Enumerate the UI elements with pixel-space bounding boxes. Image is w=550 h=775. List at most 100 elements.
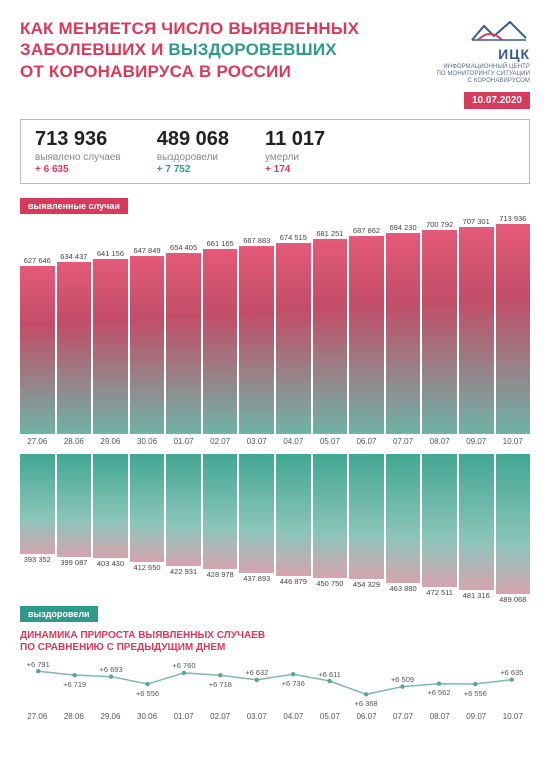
logo-subtitle: ИНФОРМАЦИОННЫЙ ЦЕНТР ПО МОНИТОРИНГУ СИТУ… bbox=[400, 64, 530, 86]
trend-date-label: 01.07 bbox=[166, 712, 201, 721]
trend-point-label: +6 760 bbox=[172, 661, 195, 670]
cases-bar-value: 634 437 bbox=[60, 252, 87, 261]
cases-bar: 707 301 bbox=[459, 227, 494, 434]
cases-bar: 661 165 bbox=[203, 249, 238, 433]
trend-date-axis: 27.0628.0629.0630.0601.0702.0703.0704.07… bbox=[20, 712, 530, 721]
trend-chart: +6 791+6 719+6 693+6 556+6 760+6 718+6 6… bbox=[20, 658, 530, 712]
stat-detected: 713 936 выявлено случаев + 6 635 bbox=[35, 128, 121, 175]
main-title: КАК МЕНЯЕТСЯ ЧИСЛО ВЫЯВЛЕННЫХ ЗАБОЛЕВШИХ… bbox=[20, 18, 359, 82]
cases-bar-value: 647 849 bbox=[133, 246, 160, 255]
stat-detected-value: 713 936 bbox=[35, 128, 121, 151]
trend-point-label: +6 632 bbox=[245, 668, 268, 677]
cases-bar-chart: 627 646634 437641 156647 849654 405661 1… bbox=[20, 224, 530, 434]
cases-badge: выявленные случаи bbox=[20, 198, 128, 214]
stat-detected-label: выявлено случаев bbox=[35, 152, 121, 163]
trend-point-label: +6 368 bbox=[354, 699, 377, 708]
recovered-bar: 437 893 bbox=[239, 454, 274, 573]
cases-bar-value: 694 230 bbox=[390, 223, 417, 232]
trend-date-label: 29.06 bbox=[93, 712, 128, 721]
cases-bar-value: 700 792 bbox=[426, 220, 453, 229]
recovered-bar: 399 087 bbox=[57, 454, 92, 557]
trend-date-label: 04.07 bbox=[276, 712, 311, 721]
trend-date-label: 09.07 bbox=[459, 712, 494, 721]
recovered-bar: 489 068 bbox=[496, 454, 531, 594]
cases-bar: 681 251 bbox=[313, 239, 348, 433]
date-axis: 27.0628.0629.0630.0601.0702.0703.0704.07… bbox=[20, 437, 530, 446]
date-label: 07.07 bbox=[386, 437, 421, 446]
cases-bar-value: 627 646 bbox=[24, 256, 51, 265]
date-label: 02.07 bbox=[203, 437, 238, 446]
logo-block: ИЦК ИНФОРМАЦИОННЫЙ ЦЕНТР ПО МОНИТОРИНГУ … bbox=[400, 18, 530, 109]
trend-date-label: 05.07 bbox=[313, 712, 348, 721]
date-label: 28.06 bbox=[57, 437, 92, 446]
trend-date-label: 02.07 bbox=[203, 712, 238, 721]
trend-point-label: +6 556 bbox=[464, 689, 487, 698]
cases-bar: 654 405 bbox=[166, 253, 201, 434]
recovered-bar-value: 437 893 bbox=[243, 574, 270, 583]
cases-bar: 641 156 bbox=[93, 259, 128, 434]
trend-date-label: 07.07 bbox=[386, 712, 421, 721]
recovered-bar: 428 978 bbox=[203, 454, 238, 569]
recovered-bar-value: 399 087 bbox=[60, 558, 87, 567]
date-label: 08.07 bbox=[422, 437, 457, 446]
trend-point-label: +6 718 bbox=[209, 680, 232, 689]
recovered-bar: 412 650 bbox=[130, 454, 165, 563]
recovered-bar-value: 428 978 bbox=[207, 570, 234, 579]
recovered-bar-value: 481 316 bbox=[463, 591, 490, 600]
date-label: 01.07 bbox=[166, 437, 201, 446]
cases-bar-value: 674 515 bbox=[280, 233, 307, 242]
date-label: 29.06 bbox=[93, 437, 128, 446]
cases-bar: 700 792 bbox=[422, 230, 457, 434]
trend-date-label: 10.07 bbox=[496, 712, 531, 721]
cases-bar-value: 681 251 bbox=[316, 229, 343, 238]
date-badge: 10.07.2020 bbox=[464, 92, 530, 109]
recovered-bar-chart: 393 352399 087403 430412 650422 931428 9… bbox=[20, 454, 530, 594]
stat-recovered-label: выздоровели bbox=[157, 152, 229, 163]
infographic-root: КАК МЕНЯЕТСЯ ЧИСЛО ВЫЯВЛЕННЫХ ЗАБОЛЕВШИХ… bbox=[0, 0, 550, 733]
title-line3: ОТ КОРОНАВИРУСА В РОССИИ bbox=[20, 62, 291, 81]
date-label: 09.07 bbox=[459, 437, 494, 446]
trend-point-label: +6 509 bbox=[391, 675, 414, 684]
cases-bar-value: 661 165 bbox=[207, 239, 234, 248]
cases-bar-value: 667 883 bbox=[243, 236, 270, 245]
recovered-bar: 481 316 bbox=[459, 454, 494, 591]
stat-recovered-delta: + 7 752 bbox=[157, 164, 229, 175]
trend-point-label: +6 719 bbox=[63, 680, 86, 689]
recovered-bar: 446 879 bbox=[276, 454, 311, 577]
cases-bar: 647 849 bbox=[130, 256, 165, 434]
recovered-bar-value: 403 430 bbox=[97, 559, 124, 568]
recovered-bar: 403 430 bbox=[93, 454, 128, 559]
recovered-bar: 454 329 bbox=[349, 454, 384, 580]
trend-point-label: +6 556 bbox=[136, 689, 159, 698]
recovered-bar-value: 412 650 bbox=[133, 563, 160, 572]
recovered-bar: 463 880 bbox=[386, 454, 421, 584]
trend-date-label: 08.07 bbox=[422, 712, 457, 721]
trend-point-label: +6 635 bbox=[500, 668, 523, 677]
trend-point-label: +6 611 bbox=[318, 670, 341, 679]
trend-date-label: 30.06 bbox=[130, 712, 165, 721]
date-label: 10.07 bbox=[496, 437, 531, 446]
stat-detected-delta: + 6 635 bbox=[35, 164, 121, 175]
trend-point-label: +6 562 bbox=[427, 688, 450, 697]
recovered-bar-value: 450 750 bbox=[316, 579, 343, 588]
date-label: 30.06 bbox=[130, 437, 165, 446]
stat-deaths-label: умерли bbox=[265, 152, 325, 163]
cases-bar-value: 713 936 bbox=[499, 214, 526, 223]
trend-date-label: 28.06 bbox=[57, 712, 92, 721]
recovered-bar-value: 422 931 bbox=[170, 567, 197, 576]
stat-deaths-value: 11 017 bbox=[265, 128, 325, 151]
recovered-bar-value: 472 511 bbox=[426, 588, 453, 597]
chart-zone: выявленные случаи 627 646634 437641 1566… bbox=[20, 196, 530, 622]
recovered-bar-value: 489 068 bbox=[499, 595, 526, 604]
title-line2c: ВЫЗДОРОВЕВШИХ bbox=[168, 40, 336, 59]
recovered-bar-value: 454 329 bbox=[353, 580, 380, 589]
stat-recovered: 489 068 выздоровели + 7 752 bbox=[157, 128, 229, 175]
cases-bar: 627 646 bbox=[20, 266, 55, 434]
recovered-badge: выздоровели bbox=[20, 606, 98, 622]
recovered-bar: 450 750 bbox=[313, 454, 348, 578]
trend-date-label: 27.06 bbox=[20, 712, 55, 721]
header: КАК МЕНЯЕТСЯ ЧИСЛО ВЫЯВЛЕННЫХ ЗАБОЛЕВШИХ… bbox=[20, 18, 530, 109]
stat-recovered-value: 489 068 bbox=[157, 128, 229, 151]
cases-bar-value: 654 405 bbox=[170, 243, 197, 252]
date-label: 06.07 bbox=[349, 437, 384, 446]
